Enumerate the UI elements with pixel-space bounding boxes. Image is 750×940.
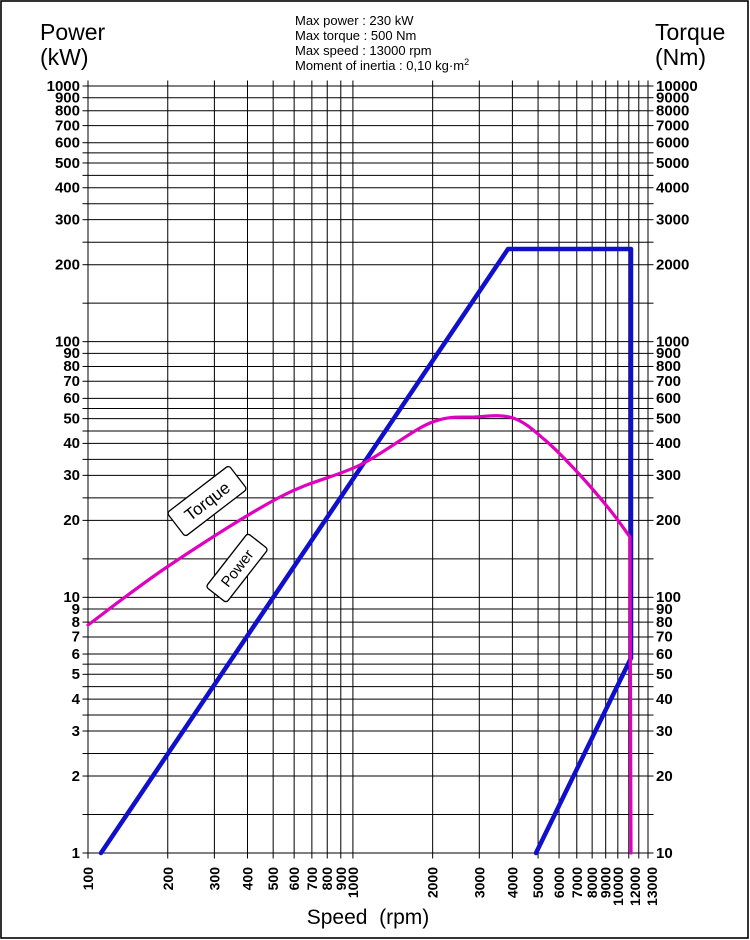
svg-text:60: 60 bbox=[63, 390, 80, 407]
svg-text:6000: 6000 bbox=[551, 867, 567, 898]
svg-text:300: 300 bbox=[55, 211, 80, 228]
svg-text:300: 300 bbox=[656, 467, 681, 484]
svg-text:20: 20 bbox=[656, 768, 673, 785]
svg-text:4000: 4000 bbox=[656, 180, 689, 197]
svg-text:7: 7 bbox=[72, 629, 80, 646]
svg-text:600: 600 bbox=[55, 135, 80, 152]
svg-text:30: 30 bbox=[656, 723, 673, 740]
svg-text:3000: 3000 bbox=[656, 211, 689, 228]
svg-text:5: 5 bbox=[72, 666, 80, 683]
svg-text:30: 30 bbox=[63, 467, 80, 484]
svg-text:100: 100 bbox=[80, 867, 96, 891]
svg-text:Torque: Torque bbox=[655, 19, 725, 45]
svg-text:600: 600 bbox=[286, 867, 302, 891]
svg-text:20: 20 bbox=[63, 512, 80, 529]
svg-text:500: 500 bbox=[55, 155, 80, 172]
svg-text:6000: 6000 bbox=[656, 135, 689, 152]
svg-text:Moment of inertia : 0,10 kg·m2: Moment of inertia : 0,10 kg·m2 bbox=[295, 57, 469, 73]
svg-text:1: 1 bbox=[72, 845, 80, 862]
svg-text:2000: 2000 bbox=[656, 257, 689, 274]
svg-text:400: 400 bbox=[55, 180, 80, 197]
svg-text:2: 2 bbox=[72, 768, 80, 785]
svg-text:7000: 7000 bbox=[569, 867, 585, 898]
svg-text:(Nm): (Nm) bbox=[655, 44, 706, 70]
svg-text:10: 10 bbox=[656, 845, 673, 862]
svg-text:1000: 1000 bbox=[345, 867, 361, 898]
svg-text:12000: 12000 bbox=[627, 867, 643, 906]
svg-text:700: 700 bbox=[304, 867, 320, 891]
svg-text:2000: 2000 bbox=[425, 867, 441, 898]
svg-text:40: 40 bbox=[656, 691, 673, 708]
svg-text:600: 600 bbox=[656, 390, 681, 407]
svg-text:Max torque : 500 Nm: Max torque : 500 Nm bbox=[295, 28, 416, 43]
svg-text:700: 700 bbox=[656, 373, 681, 390]
svg-text:200: 200 bbox=[656, 512, 681, 529]
svg-text:10000: 10000 bbox=[610, 867, 626, 906]
svg-text:60: 60 bbox=[656, 646, 673, 663]
svg-text:500: 500 bbox=[265, 867, 281, 891]
svg-text:500: 500 bbox=[656, 410, 681, 427]
svg-text:700: 700 bbox=[55, 117, 80, 134]
svg-text:70: 70 bbox=[656, 629, 673, 646]
svg-text:Max power : 230 kW: Max power : 230 kW bbox=[295, 13, 414, 28]
svg-text:5000: 5000 bbox=[656, 155, 689, 172]
svg-text:70: 70 bbox=[63, 373, 80, 390]
svg-text:40: 40 bbox=[63, 435, 80, 452]
svg-text:7000: 7000 bbox=[656, 117, 689, 134]
svg-text:4: 4 bbox=[72, 691, 81, 708]
svg-text:Max speed : 13000 rpm: Max speed : 13000 rpm bbox=[295, 43, 432, 58]
svg-text:3: 3 bbox=[72, 723, 80, 740]
svg-text:4000: 4000 bbox=[504, 867, 520, 898]
svg-text:Power: Power bbox=[40, 19, 106, 45]
svg-text:400: 400 bbox=[239, 867, 255, 891]
svg-text:200: 200 bbox=[55, 257, 80, 274]
svg-text:6: 6 bbox=[72, 646, 80, 663]
svg-text:5000: 5000 bbox=[530, 867, 546, 898]
svg-text:Speed (rpm): Speed (rpm) bbox=[307, 906, 430, 929]
svg-text:50: 50 bbox=[656, 666, 673, 683]
svg-text:400: 400 bbox=[656, 435, 681, 452]
svg-text:300: 300 bbox=[206, 867, 222, 891]
svg-text:3000: 3000 bbox=[471, 867, 487, 898]
svg-text:(kW): (kW) bbox=[40, 44, 89, 70]
svg-text:50: 50 bbox=[63, 410, 80, 427]
svg-text:200: 200 bbox=[160, 867, 176, 891]
svg-text:13000: 13000 bbox=[644, 867, 660, 906]
